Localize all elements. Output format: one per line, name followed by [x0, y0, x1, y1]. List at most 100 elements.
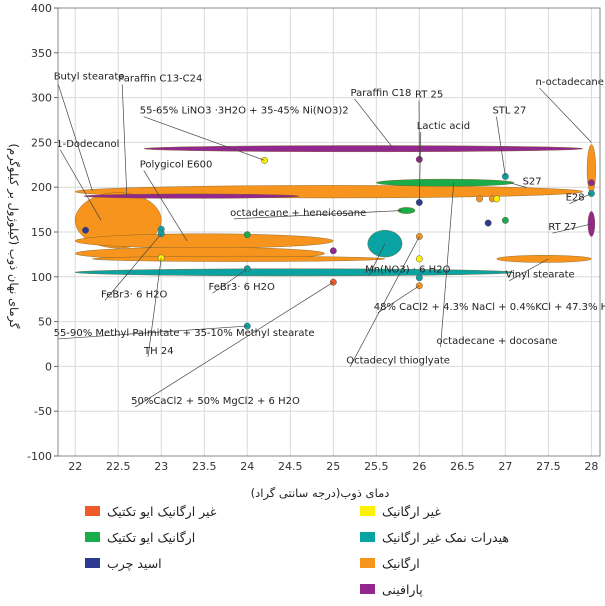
point-salt-hydrate — [243, 265, 251, 273]
x-tick-label: 23 — [154, 460, 168, 473]
point-fatty-acid — [484, 219, 492, 227]
range-ellipse-organic — [75, 233, 334, 249]
annotation-label: 1-Dodecanol — [56, 139, 119, 150]
annotation-label: Octadecyl thioglyate — [346, 356, 450, 367]
legend-swatch-organic-eutectic — [85, 532, 100, 542]
annotation-label: 48% CaCl2 + 4.3% NaCl + 0.4%KCl + 47.3% … — [374, 302, 605, 313]
y-tick-label: 100 — [31, 271, 52, 284]
legend-swatch-organic — [360, 558, 375, 568]
annotation-leader — [134, 281, 334, 408]
range-ellipse-organic-eutectic — [376, 178, 515, 187]
annotation-label: Mn(NO3) · 6 H2O — [365, 264, 450, 275]
point-fatty-acid — [82, 226, 89, 234]
point-salt-hydrate — [415, 274, 423, 282]
annotation-label: E28 — [566, 193, 585, 204]
point-organic — [476, 195, 484, 203]
annotation-leader — [440, 182, 455, 348]
annotation-leader — [377, 285, 420, 314]
annotation-leader — [509, 182, 527, 188]
annotation-label: FeBr3· 6 H2O — [101, 289, 167, 300]
annotation-label: RT 25 — [415, 90, 443, 101]
x-tick-label: 24.5 — [278, 460, 303, 473]
legend-label-organic: ارگانیک — [382, 556, 420, 572]
point-inorganic — [493, 195, 501, 203]
legend-swatch-paraffin — [360, 584, 375, 594]
point-inorganic-eutectic — [329, 278, 337, 286]
x-axis-title: دمای ذوب(درجه سانتی گراد) — [251, 486, 390, 501]
range-ellipse-organic — [92, 255, 386, 262]
plot-frame — [57, 7, 601, 457]
x-tick-label: 22.5 — [106, 460, 131, 473]
point-organic-eutectic — [243, 231, 251, 239]
annotation-label: S27 — [523, 177, 542, 188]
x-tick-label: 25 — [326, 460, 340, 473]
annotation-label: STL 27 — [492, 106, 526, 117]
points — [82, 155, 595, 330]
annotation-leader — [121, 84, 128, 197]
x-tick-label: 26 — [412, 460, 426, 473]
annotation-label: FeBr3· 6 H2O — [209, 282, 275, 293]
annotation-leader — [143, 116, 265, 161]
annotation-leader — [368, 243, 386, 276]
y-tick-label: 0 — [45, 360, 52, 373]
range-ellipse-organic — [496, 255, 592, 263]
y-tick-label: -50 — [34, 405, 52, 418]
x-tick-label: 22 — [68, 460, 82, 473]
legend-label-fatty-acid: اسید چرب — [107, 556, 162, 572]
legend-label-organic-eutectic: ارگانیک ایو تکتیک — [107, 530, 195, 546]
annotation-leader — [57, 82, 93, 191]
annotation-label: RT 27 — [548, 222, 576, 233]
legend-swatch-fatty-acid — [85, 558, 100, 568]
annotation-leader — [349, 236, 420, 367]
y-tick-label: 400 — [31, 2, 52, 15]
x-tick-label: 23.5 — [192, 460, 217, 473]
annotation-leader — [354, 98, 394, 149]
legend-label-inorganic-eutectic: غیر ارگانیک ایو تکتیک — [107, 504, 217, 520]
x-tick-label: 26.5 — [450, 460, 475, 473]
leaders — [57, 82, 592, 408]
y-tick-label: 350 — [31, 47, 52, 60]
range-ellipse-organic — [75, 192, 162, 249]
point-inorganic — [415, 255, 423, 263]
annotation-leader — [57, 325, 248, 340]
y-tick-label: -100 — [27, 450, 52, 463]
annotation-leader — [569, 193, 592, 204]
x-tick-label: 27.5 — [536, 460, 561, 473]
legend-label-inorganic: غیر ارگانیک — [382, 504, 441, 520]
y-tick-label: 50 — [38, 316, 52, 329]
annotation-label: octadecane + docosane — [437, 336, 558, 347]
annotation-leader — [212, 268, 248, 294]
annotation-leader — [143, 170, 188, 242]
point-paraffin — [329, 247, 337, 255]
axes: 22 22.5 23 23.5 24 24.5 25 25.5 26 26.5 27 27.5 28 40… — [27, 2, 601, 473]
x-tick-label: 28 — [584, 460, 598, 473]
range-ellipse-salt-hydrate — [75, 268, 515, 277]
y-tick-label: 250 — [31, 136, 52, 149]
point-organic-eutectic — [501, 216, 509, 224]
annotation-leader — [496, 116, 506, 177]
y-axis-title: گرمای نهان ذوب (کیلوژول بر کیلوگرم) — [6, 143, 21, 329]
legend: غیر ارگانیک ایو تکتیک ارگانیک ایو تکتیک اس… — [85, 504, 509, 598]
annotation-leader — [552, 223, 592, 234]
range-ellipse-paraffin — [83, 193, 300, 199]
annotation-leader — [234, 210, 403, 220]
annotation-leader — [59, 149, 102, 221]
annotation-label: Polygicol E600 — [140, 159, 213, 170]
annotation-leader — [509, 258, 549, 282]
annotation-label: Paraffin C13-C24 — [118, 73, 202, 84]
annotation-label: TH 24 — [143, 346, 174, 357]
annotation-label: Vinyl stearate — [505, 270, 574, 281]
range-ellipse-organic — [586, 144, 596, 195]
range-ellipse-salt-hydrate — [367, 230, 403, 258]
point-paraffin — [587, 179, 595, 187]
legend-swatch-inorganic-eutectic — [85, 506, 100, 516]
annotation-leader — [147, 257, 162, 357]
y-tick-label: 150 — [31, 226, 52, 239]
annotation-label: 55-65% LiNO3 ·3H2O + 35-45% Ni(NO3)2 — [140, 106, 349, 117]
annotation-label: Butyl stearate — [54, 72, 125, 83]
marks — [75, 144, 596, 277]
legend-swatch-salt-hydrate — [360, 532, 375, 542]
